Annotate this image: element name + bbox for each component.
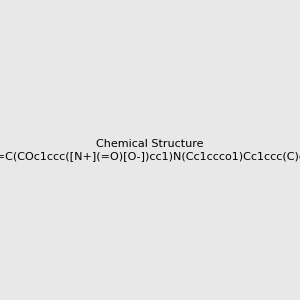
Text: Chemical Structure
O=C(COc1ccc([N+](=O)[O-])cc1)N(Cc1ccco1)Cc1ccc(C)o1: Chemical Structure O=C(COc1ccc([N+](=O)[… — [0, 139, 300, 161]
